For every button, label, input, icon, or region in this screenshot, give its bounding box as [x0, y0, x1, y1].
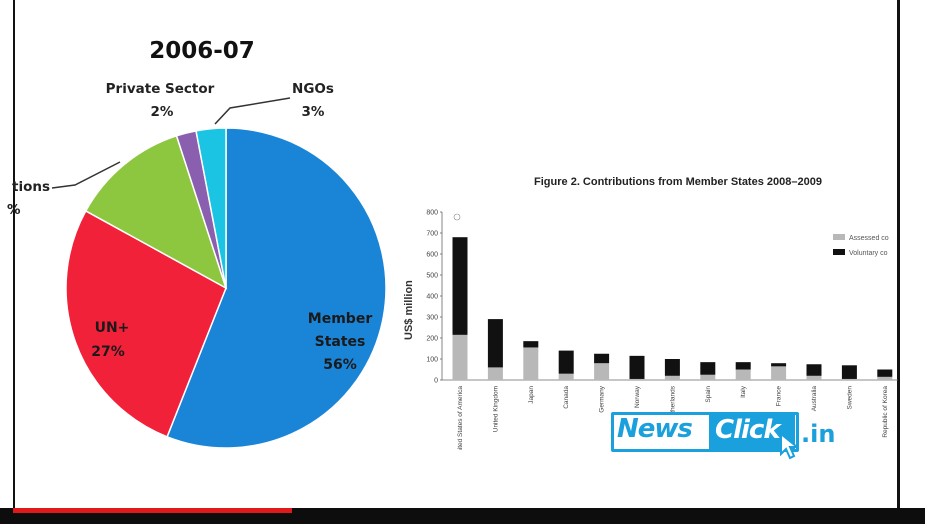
- y-tick-label: 300: [426, 315, 438, 322]
- x-category-label: Republic of Korea: [882, 386, 889, 438]
- y-tick-label: 400: [426, 294, 438, 301]
- x-category-label: Germany: [599, 385, 606, 412]
- x-category-label: Norway: [634, 385, 641, 408]
- bar-assessed: [806, 375, 822, 380]
- legend-label-voluntary: Voluntary co: [849, 250, 888, 257]
- x-category-label: Australia: [811, 386, 818, 412]
- bar-assessed: [841, 378, 857, 380]
- pie-chart: 2006-07 Private Sector 2% NGOs 3% tions …: [7, 38, 387, 449]
- logo-news-text: News: [617, 414, 693, 444]
- private-sector-pct: 2%: [151, 104, 174, 120]
- x-category-label: United Kingdom: [492, 386, 499, 432]
- x-category-label: France: [776, 386, 783, 407]
- y-tick-label: 200: [426, 336, 438, 343]
- bar-assessed: [629, 378, 645, 380]
- x-category-label: Netherlands: [669, 385, 676, 421]
- bar-voluntary: [487, 319, 503, 368]
- legend-swatch-assessed: [833, 234, 845, 240]
- y-axis-label: US$ million: [403, 280, 415, 340]
- bar-voluntary: [594, 353, 610, 364]
- member-states-pct: 56%: [323, 357, 357, 373]
- logo-click-text: Click: [715, 415, 781, 445]
- pie-slice-ngos: [195, 127, 227, 289]
- y-tick-label: 0: [434, 378, 438, 385]
- foundations-leader-line: [51, 161, 121, 189]
- bar-voluntary: [523, 341, 539, 348]
- video-player-bar[interactable]: [0, 508, 925, 524]
- bar-assessed: [487, 367, 503, 380]
- bar-assessed: [523, 347, 539, 380]
- bar-voluntary: [629, 355, 645, 379]
- bar-voluntary: [735, 362, 751, 370]
- x-category-label: Spain: [705, 386, 712, 403]
- bar-voluntary: [806, 364, 822, 376]
- y-tick-label: 600: [426, 252, 438, 259]
- y-tick-label: 700: [426, 231, 438, 238]
- bar-voluntary: [877, 369, 893, 377]
- ngos-label: NGOs: [292, 81, 334, 97]
- bar-assessed: [664, 375, 680, 380]
- private-sector-label: Private Sector: [106, 81, 215, 97]
- bar-assessed: [452, 334, 468, 380]
- logo-domain-text: .in: [801, 420, 836, 448]
- newsclick-logo: News Click .in: [611, 412, 837, 460]
- x-category-label: Italy: [740, 385, 747, 398]
- bar-voluntary: [664, 359, 680, 376]
- ngos-pct: 3%: [302, 104, 325, 120]
- member-states-label-line1: Member: [308, 311, 373, 327]
- x-category-label: Canada: [563, 386, 570, 409]
- bar-assessed: [700, 374, 716, 380]
- bar-voluntary: [700, 362, 716, 375]
- bar-voluntary: [452, 237, 468, 335]
- bar-voluntary: [771, 363, 787, 367]
- x-category-label: United States of America: [457, 386, 464, 450]
- legend-swatch-voluntary: [833, 249, 845, 255]
- cursor-pointer-icon: [780, 432, 799, 460]
- unplus-label: UN+: [95, 320, 130, 336]
- bar-assessed: [877, 376, 893, 380]
- unplus-pct: 27%: [91, 344, 125, 360]
- bar-assessed: [771, 366, 787, 380]
- foundations-pct-partial: %: [7, 202, 21, 218]
- bar-voluntary: [841, 365, 857, 379]
- member-states-label-line2: States: [315, 334, 366, 350]
- foundations-label-partial: tions: [12, 179, 50, 195]
- pie-title: 2006-07: [149, 38, 255, 64]
- y-tick-label: 100: [426, 357, 438, 364]
- pie-slice-foundations: [84, 134, 228, 290]
- bar-chart-title: Figure 2. Contributions from Member Stat…: [534, 176, 822, 188]
- video-progress-played[interactable]: [13, 508, 292, 513]
- y-tick-label: 800: [426, 210, 438, 217]
- pie-slice-member-states: [166, 127, 387, 449]
- bar-voluntary: [558, 350, 574, 374]
- ngos-leader-line: [214, 97, 291, 125]
- pie-slice-un-: [65, 209, 227, 438]
- bar-assessed: [558, 373, 574, 380]
- bar-assessed: [735, 369, 751, 380]
- left-frame-edge: [13, 0, 15, 508]
- legend-label-assessed: Assessed co: [849, 235, 889, 242]
- bar-assessed: [594, 363, 610, 380]
- pointer-dot: [453, 213, 461, 221]
- x-category-label: Sweden: [846, 386, 853, 410]
- y-tick-label: 500: [426, 273, 438, 280]
- right-frame-edge: [897, 0, 900, 508]
- x-category-label: Japan: [528, 386, 535, 404]
- bar-chart: Figure 2. Contributions from Member Stat…: [403, 176, 898, 450]
